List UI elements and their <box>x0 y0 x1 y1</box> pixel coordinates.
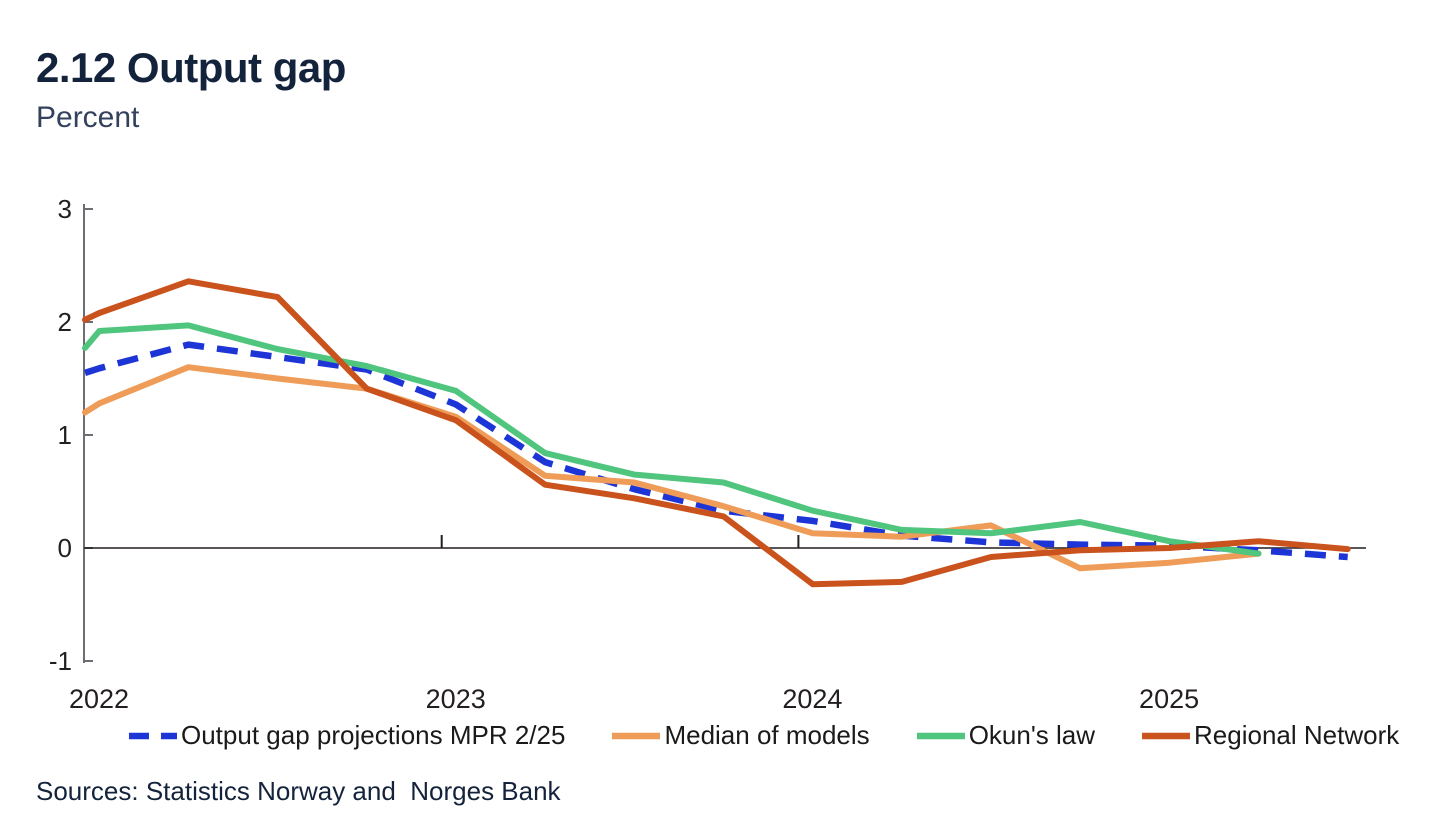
legend-item: Regional Network <box>1141 720 1399 751</box>
chart-legend: Output gap projections MPR 2/25 Median of… <box>128 720 1399 751</box>
y-tick-label: 3 <box>58 194 72 224</box>
chart-subtitle: Percent <box>36 101 140 134</box>
legend-label: Output gap projections MPR 2/25 <box>181 720 566 750</box>
chart-header: 2.12 Output gap Percent <box>36 44 346 135</box>
y-tick-label: 2 <box>58 307 72 337</box>
legend-label: Regional Network <box>1194 720 1400 750</box>
series-line-output-gap-projections-mpr-2-25 <box>84 341 1348 561</box>
y-tick-label: 1 <box>58 420 72 450</box>
legend-line-swatch <box>612 732 661 739</box>
legend-item: Output gap projections MPR 2/25 <box>128 720 565 751</box>
x-tick-label: 2025 <box>1139 684 1199 714</box>
y-tick-label: -1 <box>49 646 72 676</box>
legend-label: Okun's law <box>968 720 1096 750</box>
legend-line-swatch <box>1142 732 1191 739</box>
series-line-median-of-models <box>82 364 1262 572</box>
legend-dashed-line-swatch <box>129 732 177 739</box>
series-line-regional-network <box>82 278 1351 588</box>
legend-line-swatch <box>916 732 965 739</box>
legend-item: Okun's law <box>916 720 1095 751</box>
chart-title: 2.12 Output gap <box>36 44 346 91</box>
series-line-okun-s-law <box>82 322 1262 557</box>
x-tick-label: 2022 <box>69 684 129 714</box>
sources-note: Sources: Statistics Norway and Norges Ba… <box>36 776 561 806</box>
y-tick-label: 0 <box>58 533 72 563</box>
x-tick-label: 2023 <box>426 684 486 714</box>
x-tick-label: 2024 <box>782 684 842 714</box>
legend-item: Median of models <box>611 720 870 751</box>
legend-label: Median of models <box>664 720 870 750</box>
